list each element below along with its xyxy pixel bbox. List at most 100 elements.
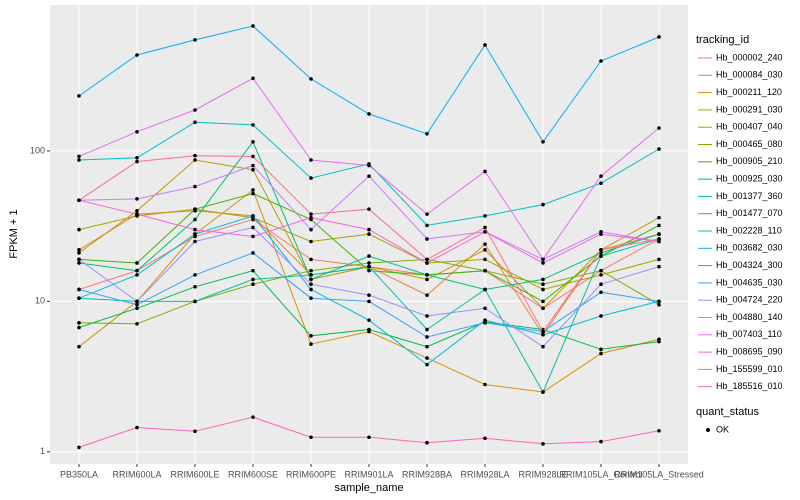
data-point (541, 139, 545, 144)
data-point (251, 251, 255, 255)
legend-label: Hb_000291_030 (716, 104, 783, 114)
data-point (135, 321, 139, 326)
data-point (657, 264, 661, 269)
data-point (251, 163, 255, 168)
data-point (599, 347, 603, 352)
data-point (367, 232, 371, 236)
data-point (77, 296, 81, 300)
data-point (425, 362, 429, 367)
data-point (483, 382, 487, 387)
data-point (251, 123, 255, 127)
data-point (135, 268, 139, 273)
data-point (541, 282, 545, 287)
legend-label: Hb_000925_030 (716, 173, 783, 183)
legend-label: Hb_000084_030 (716, 70, 783, 80)
legend-label: Hb_000407_040 (716, 122, 783, 132)
data-point (135, 212, 139, 216)
data-point (193, 429, 197, 434)
data-point (367, 261, 371, 265)
data-point (309, 342, 313, 346)
legend-label: Hb_001477_070 (716, 208, 783, 218)
data-point (135, 302, 139, 307)
data-point (135, 306, 139, 311)
legend-label: OK (716, 424, 729, 434)
legend-title: tracking_id (696, 34, 749, 46)
data-point (251, 154, 255, 159)
data-point (193, 217, 197, 222)
data-point (483, 321, 487, 325)
x-tick-label: RRIM928BA (402, 469, 452, 479)
data-point (425, 327, 429, 332)
x-tick-label: RRIM105LA_Stressed (614, 469, 704, 479)
data-point (599, 248, 603, 252)
data-point (541, 306, 545, 311)
data-point (251, 188, 255, 192)
data-point (193, 184, 197, 189)
data-point (541, 277, 545, 282)
data-point (193, 232, 197, 236)
x-tick-label: RRIM600PE (286, 469, 336, 479)
x-axis-label: sample_name (334, 482, 403, 494)
data-point (599, 174, 603, 178)
data-point (657, 126, 661, 130)
data-point (309, 77, 313, 81)
data-point (367, 112, 371, 116)
legend-label: Hb_008695_090 (716, 346, 783, 356)
data-point (367, 227, 371, 232)
data-point (309, 212, 313, 216)
data-point (309, 257, 313, 262)
data-point (657, 339, 661, 344)
data-point (193, 273, 197, 277)
data-point (367, 264, 371, 269)
data-point (367, 318, 371, 322)
data-point (599, 181, 603, 186)
data-point (599, 314, 603, 318)
data-point (425, 257, 429, 262)
x-tick-label: RRIM600LE (170, 469, 219, 479)
legend-label: Hb_004880_140 (716, 312, 783, 322)
legend-label: Hb_001377_360 (716, 191, 783, 201)
data-point (193, 153, 197, 158)
data-point (599, 59, 603, 63)
data-point (193, 108, 197, 112)
data-point (425, 237, 429, 241)
data-point (77, 325, 81, 330)
legend-label: Hb_155599_010 (716, 364, 783, 374)
data-point (483, 268, 487, 273)
data-point (425, 131, 429, 136)
data-point (483, 287, 487, 292)
data-point (309, 296, 313, 300)
data-point (483, 257, 487, 262)
legend-key (706, 428, 710, 432)
data-point (425, 335, 429, 339)
data-point (599, 254, 603, 258)
data-point (367, 268, 371, 273)
data-point (193, 120, 197, 125)
data-point (135, 299, 139, 304)
legend-label: Hb_000002_240 (716, 52, 783, 62)
data-point (657, 299, 661, 304)
data-point (541, 202, 545, 207)
data-point (193, 158, 197, 162)
data-point (657, 237, 661, 241)
data-point (77, 94, 81, 98)
data-point (309, 287, 313, 292)
data-point (541, 257, 545, 262)
data-point (251, 167, 255, 172)
data-point (425, 212, 429, 216)
x-tick-label: RRIM600SE (228, 469, 278, 479)
data-point (251, 234, 255, 239)
data-point (657, 232, 661, 236)
data-point (425, 293, 429, 297)
legend-label: Hb_004324_300 (716, 260, 783, 270)
data-point (657, 302, 661, 307)
data-point (77, 261, 81, 265)
data-point (425, 356, 429, 360)
data-point (541, 261, 545, 265)
data-point (483, 169, 487, 174)
data-point (193, 227, 197, 232)
data-point (193, 38, 197, 42)
data-point (367, 327, 371, 332)
data-point (77, 257, 81, 262)
data-point (483, 230, 487, 234)
